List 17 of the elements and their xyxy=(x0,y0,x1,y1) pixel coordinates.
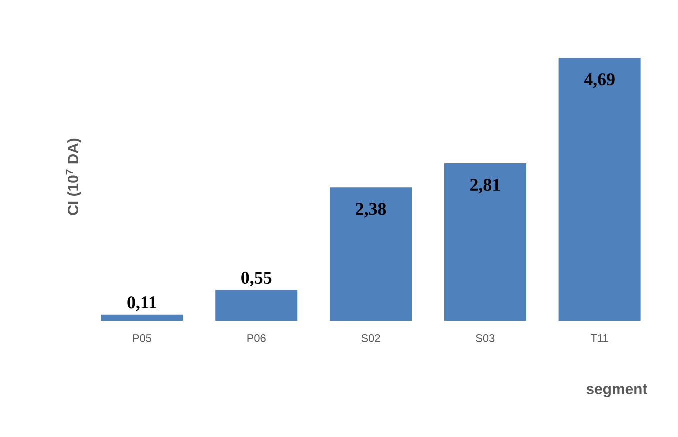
data-label: 2,81 xyxy=(470,178,500,194)
x-axis-title: segment xyxy=(586,384,648,398)
bar xyxy=(101,314,184,321)
data-label: 2,38 xyxy=(356,203,386,218)
x-tick-label: S02 xyxy=(362,334,380,342)
x-tick-label: S03 xyxy=(476,334,495,342)
x-tick-label: P05 xyxy=(133,334,152,342)
bar xyxy=(558,58,641,321)
bar xyxy=(216,290,298,321)
bar xyxy=(330,188,412,321)
data-label: 0,55 xyxy=(242,272,272,287)
bar xyxy=(444,163,526,321)
data-label: 0,11 xyxy=(128,296,156,312)
x-tick-label: T11 xyxy=(591,334,608,342)
data-label: 4,69 xyxy=(584,74,615,88)
x-tick-label: P06 xyxy=(248,334,266,342)
y-axis-title: CI (10$^{7}$ DA) xyxy=(66,138,82,216)
